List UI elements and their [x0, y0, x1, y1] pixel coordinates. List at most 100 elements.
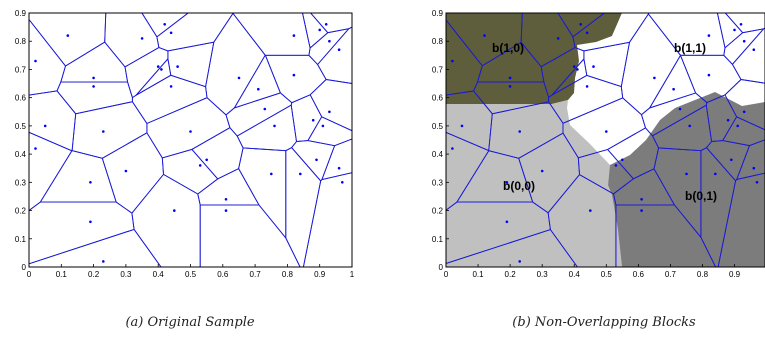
sample-point — [621, 158, 624, 162]
voronoi-cell — [291, 140, 336, 182]
x-tick-label: 0.5 — [185, 270, 197, 279]
block-label-b01: b(0,1) — [685, 189, 717, 203]
voronoi-cell — [717, 172, 765, 267]
sample-point — [505, 220, 509, 224]
x-tick-label: 0.7 — [250, 270, 262, 279]
sample-point — [140, 37, 144, 40]
sample-point — [341, 181, 344, 184]
sample-point — [592, 65, 595, 68]
x-tick-label: 0.2 — [88, 270, 100, 279]
voronoi-cell — [28, 201, 135, 265]
sample-point — [742, 39, 746, 43]
sample-point — [92, 76, 95, 80]
sample-point — [505, 181, 509, 184]
block-label-b00: b(0,0) — [503, 179, 535, 193]
sample-point — [328, 110, 331, 114]
sample-point — [224, 209, 228, 212]
y-tick-label: 0 — [22, 263, 27, 272]
sample-point — [163, 23, 166, 26]
sample-point — [311, 118, 315, 122]
sample-point — [273, 124, 276, 128]
y-tick-label: 0.3 — [432, 178, 444, 187]
sample-point — [742, 110, 746, 114]
panel-a: 0 0.1 0.2 0.3 0.4 0.5 0.6 0.7 0.8 0.9 1 0 0.1 0.2 0.3… — [15, 9, 355, 330]
voronoi-cell — [191, 127, 244, 180]
voronoi-cell — [124, 47, 169, 99]
sample-point — [321, 124, 325, 128]
voronoi-cell — [156, 12, 234, 52]
block-b11-region — [612, 13, 765, 106]
voronoi-cell — [264, 54, 327, 104]
voronoi-cell — [236, 104, 297, 152]
sample-point — [653, 76, 656, 80]
sample-point — [156, 65, 160, 68]
sample-point — [707, 34, 711, 37]
sample-point — [730, 158, 733, 162]
x-tick-label: 0.8 — [282, 270, 294, 279]
sample-point — [102, 130, 105, 133]
x-tick-label: 0.6 — [217, 270, 229, 279]
voronoi-cell — [131, 173, 201, 268]
voronoi-cell — [104, 12, 160, 68]
x-tick-label: 0 — [27, 270, 32, 279]
sample-point — [672, 87, 675, 91]
sample-point — [169, 31, 173, 35]
sample-point — [328, 39, 331, 43]
voronoi-cell — [39, 150, 117, 203]
sample-point — [198, 164, 202, 167]
sample-point — [605, 130, 608, 133]
sample-point — [451, 147, 454, 150]
sample-point — [257, 87, 260, 91]
block-b01-region — [608, 92, 765, 267]
voronoi-cell — [317, 26, 353, 85]
voronoi-cell — [731, 27, 765, 84]
sample-point — [270, 172, 273, 176]
sample-point — [755, 181, 759, 184]
panel-b: b(1,0) b(1,1) b(0,0) b(0,1) 0 0.1 0.2 0.3 0.… — [432, 9, 765, 330]
voronoi-cell — [28, 228, 162, 268]
x-tick-label: 0.7 — [665, 270, 677, 279]
x-tick-label: 0.6 — [633, 270, 645, 279]
voronoi-cell — [28, 12, 107, 67]
sample-point — [324, 23, 328, 26]
sample-point — [508, 76, 512, 80]
sample-point — [205, 158, 208, 162]
sample-point — [169, 85, 173, 88]
y-tick-label: 0.2 — [432, 207, 444, 216]
y-tick-label: 0.9 — [432, 9, 444, 18]
sample-point — [508, 85, 512, 88]
sample-point — [43, 124, 47, 128]
sample-point — [318, 28, 322, 32]
sample-point — [189, 130, 192, 133]
sample-point — [337, 48, 341, 51]
sample-point — [292, 73, 296, 77]
x-tick-label: 0.4 — [153, 270, 165, 279]
sample-point — [460, 124, 464, 128]
sample-point — [173, 209, 176, 212]
sample-point — [176, 65, 179, 68]
y-tick-label: 0.6 — [432, 94, 444, 103]
y-tick-label: 0.9 — [15, 9, 27, 18]
sample-point — [640, 209, 643, 212]
sample-point — [337, 166, 341, 170]
y-tick-label: 0.5 — [432, 122, 444, 131]
voronoi-cell — [308, 28, 350, 66]
y-tick-label: 0.5 — [15, 122, 27, 131]
x-tick-label: 0.1 — [56, 270, 68, 279]
sample-point — [576, 68, 579, 71]
y-tick-label: 0.4 — [15, 150, 27, 159]
sample-point — [739, 23, 743, 26]
sample-point — [102, 260, 105, 263]
voronoi-cell — [60, 41, 129, 83]
voronoi-edges-b — [446, 13, 765, 267]
y-tick-label: 0.7 — [432, 65, 444, 74]
voronoi-cell — [28, 90, 77, 152]
y-tick-label: 0.4 — [432, 150, 444, 159]
y-tick-label: 0.3 — [15, 178, 27, 187]
sample-point — [315, 158, 318, 162]
x-tick-label: 0.1 — [472, 270, 484, 279]
caption-a: (a) Original Sample — [125, 315, 254, 330]
sample-point — [714, 172, 717, 176]
sample-point — [589, 209, 592, 212]
voronoi-cell — [238, 147, 287, 240]
